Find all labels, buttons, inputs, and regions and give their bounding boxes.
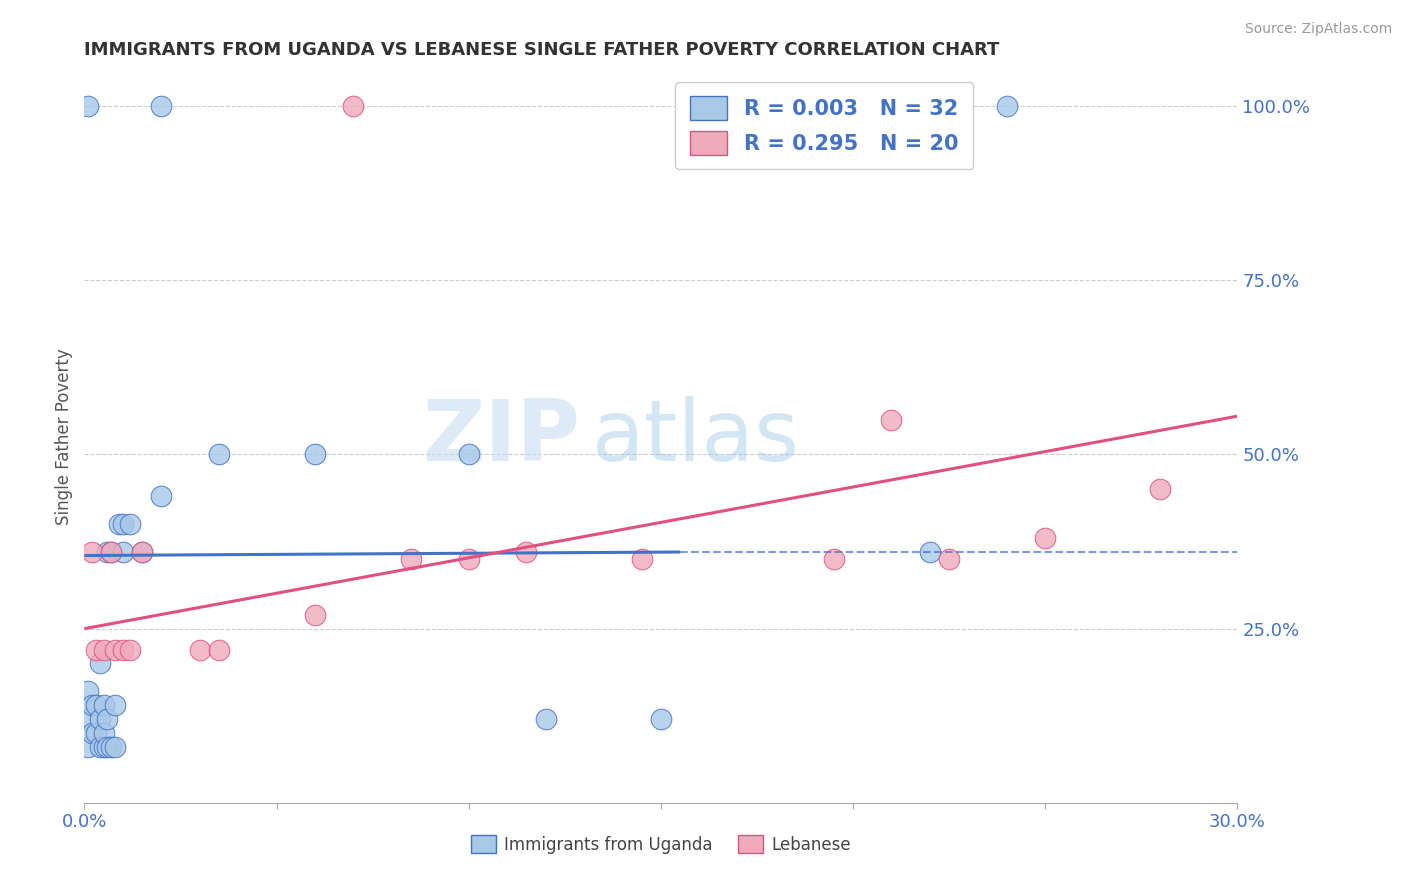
Point xyxy=(534,712,557,726)
Y-axis label: Single Father Poverty: Single Father Poverty xyxy=(55,349,73,525)
Point xyxy=(399,552,422,566)
Point xyxy=(1033,531,1056,545)
Point xyxy=(342,99,364,113)
Point xyxy=(100,545,122,559)
Point xyxy=(96,545,118,559)
Point xyxy=(515,545,537,559)
Point xyxy=(208,448,231,462)
Point xyxy=(630,552,652,566)
Point xyxy=(77,712,100,726)
Point xyxy=(304,607,326,622)
Point xyxy=(89,740,111,755)
Text: IMMIGRANTS FROM UGANDA VS LEBANESE SINGLE FATHER POVERTY CORRELATION CHART: IMMIGRANTS FROM UGANDA VS LEBANESE SINGL… xyxy=(84,41,1000,59)
Point xyxy=(150,99,173,113)
Point xyxy=(96,740,118,755)
Point xyxy=(111,517,134,532)
Point xyxy=(457,552,479,566)
Point xyxy=(100,740,122,755)
Text: Source: ZipAtlas.com: Source: ZipAtlas.com xyxy=(1244,22,1392,37)
Point xyxy=(131,545,153,559)
Point xyxy=(93,642,115,657)
Point xyxy=(100,545,122,559)
Text: ZIP: ZIP xyxy=(422,395,581,479)
Point xyxy=(96,712,118,726)
Point xyxy=(84,642,107,657)
Point xyxy=(77,740,100,755)
Point xyxy=(208,642,231,657)
Point xyxy=(1149,483,1171,497)
Point xyxy=(77,684,100,698)
Point xyxy=(938,552,960,566)
Point xyxy=(89,657,111,671)
Legend: Immigrants from Uganda, Lebanese: Immigrants from Uganda, Lebanese xyxy=(464,829,858,860)
Point xyxy=(304,448,326,462)
Point xyxy=(89,712,111,726)
Point xyxy=(93,740,115,755)
Point xyxy=(120,517,142,532)
Point xyxy=(84,726,107,740)
Point xyxy=(120,642,142,657)
Point xyxy=(84,698,107,713)
Text: atlas: atlas xyxy=(592,395,800,479)
Point xyxy=(650,712,672,726)
Point xyxy=(880,412,903,426)
Point xyxy=(150,489,173,503)
Point xyxy=(108,517,131,532)
Point xyxy=(104,740,127,755)
Point xyxy=(745,99,768,113)
Point xyxy=(995,99,1018,113)
Point xyxy=(77,99,100,113)
Point xyxy=(823,552,845,566)
Point xyxy=(93,698,115,713)
Point xyxy=(80,698,103,713)
Point xyxy=(104,698,127,713)
Point xyxy=(188,642,211,657)
Point xyxy=(80,545,103,559)
Point xyxy=(93,726,115,740)
Point xyxy=(111,545,134,559)
Point xyxy=(111,642,134,657)
Point xyxy=(457,448,479,462)
Point xyxy=(918,545,941,559)
Point xyxy=(80,726,103,740)
Point xyxy=(104,642,127,657)
Point xyxy=(131,545,153,559)
